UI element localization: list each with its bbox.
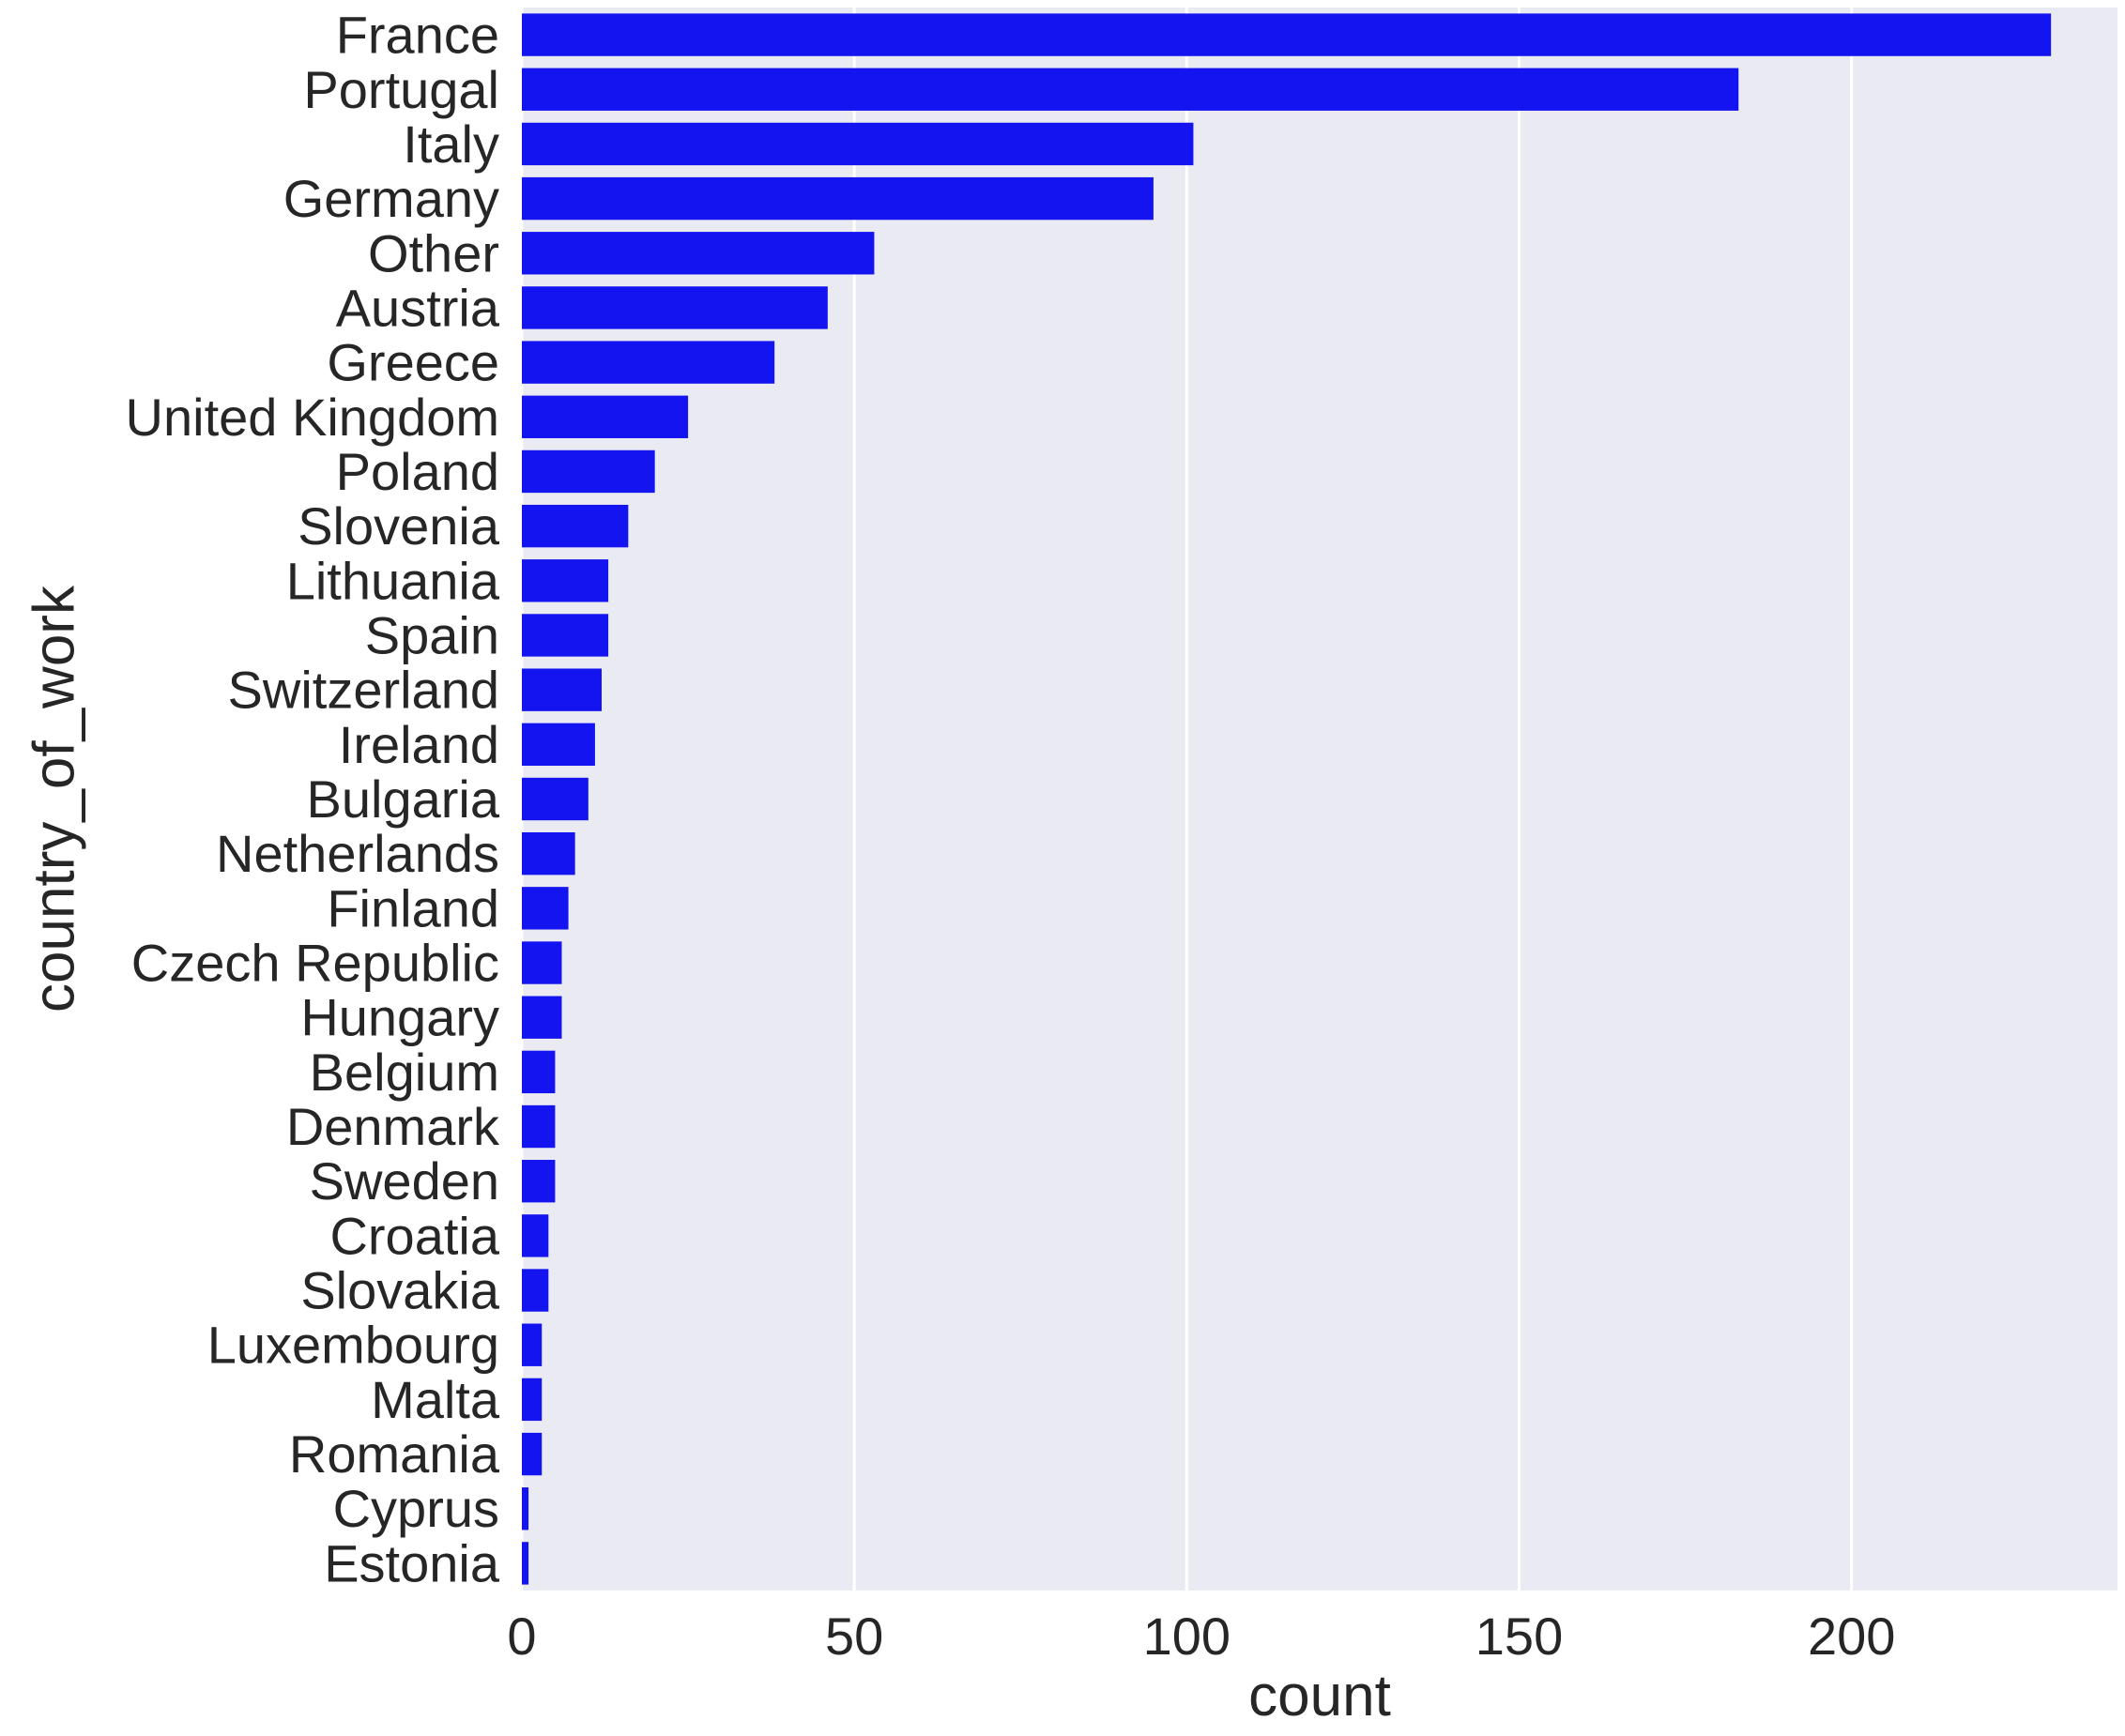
- bar: [522, 13, 2052, 56]
- bar: [522, 1323, 543, 1366]
- bar: [522, 68, 1739, 111]
- bar: [522, 232, 875, 275]
- y-tick-label: Malta: [371, 1370, 500, 1429]
- bar: [522, 449, 655, 494]
- bar: [522, 831, 575, 876]
- bar: [522, 1160, 556, 1203]
- bar: [522, 1050, 556, 1094]
- bar: [522, 668, 602, 711]
- y-tick-label: Other: [368, 223, 499, 282]
- y-tick-label: Cyprus: [333, 1479, 499, 1538]
- x-tick-labels: 0 50 100 150 200: [507, 1607, 1895, 1666]
- bar: [522, 996, 562, 1039]
- y-tick-labels: FrancePortugalItalyGermanyOtherAustriaGr…: [126, 6, 500, 1593]
- bar: [522, 341, 775, 384]
- y-tick-label: Austria: [336, 278, 500, 337]
- y-tick-label: Greece: [327, 333, 499, 392]
- bar: [522, 395, 689, 438]
- y-tick-label: Switzerland: [228, 661, 499, 720]
- x-tick-label: 100: [1143, 1607, 1231, 1666]
- y-tick-label: Czech Republic: [131, 934, 499, 993]
- y-tick-label: Sweden: [310, 1151, 499, 1211]
- bars: [522, 13, 2052, 1585]
- bar: [522, 1432, 543, 1476]
- bar: [522, 1487, 529, 1530]
- bar: [522, 614, 609, 657]
- bar: [522, 286, 828, 329]
- y-tick-label: Romania: [289, 1424, 500, 1484]
- y-tick-label: Hungary: [300, 988, 499, 1047]
- x-tick-label: 0: [507, 1607, 536, 1666]
- bar: [522, 1269, 549, 1312]
- y-tick-label: Lithuania: [286, 551, 500, 610]
- bar: [522, 723, 595, 767]
- bar: [522, 887, 569, 930]
- bar: [522, 1378, 543, 1422]
- y-tick-label: Slovakia: [300, 1261, 500, 1320]
- y-tick-label: Belgium: [310, 1043, 499, 1102]
- y-tick-label: Luxembourg: [207, 1316, 499, 1375]
- y-tick-label: Slovenia: [298, 496, 500, 556]
- x-tick-label: 150: [1475, 1607, 1563, 1666]
- y-tick-label: Germany: [283, 169, 499, 228]
- y-tick-label: Finland: [327, 878, 499, 937]
- y-axis-label: country_of_work: [23, 585, 87, 1013]
- y-tick-label: Croatia: [329, 1206, 499, 1265]
- y-tick-label: United Kingdom: [126, 388, 499, 447]
- x-tick-label: 200: [1808, 1607, 1895, 1666]
- bar: [522, 941, 562, 984]
- y-tick-label: Netherlands: [216, 824, 499, 883]
- bar: [522, 1104, 556, 1149]
- y-tick-label: Poland: [336, 442, 499, 501]
- y-tick-label: Denmark: [286, 1097, 500, 1156]
- bar: [522, 122, 1194, 166]
- x-axis-label: count: [1248, 1664, 1391, 1728]
- y-tick-label: Ireland: [339, 715, 499, 774]
- y-tick-label: Spain: [365, 605, 499, 664]
- y-tick-label: Bulgaria: [307, 769, 500, 829]
- y-tick-label: Portugal: [303, 60, 499, 119]
- bar: [522, 504, 629, 548]
- y-tick-label: Estonia: [324, 1533, 500, 1592]
- bar: [522, 559, 609, 602]
- y-tick-label: France: [336, 6, 499, 65]
- y-tick-label: Italy: [403, 114, 499, 174]
- bar: [522, 176, 1154, 221]
- x-tick-label: 50: [825, 1607, 883, 1666]
- bar: [522, 1542, 529, 1585]
- bar: [522, 1214, 549, 1257]
- bar: [522, 777, 589, 821]
